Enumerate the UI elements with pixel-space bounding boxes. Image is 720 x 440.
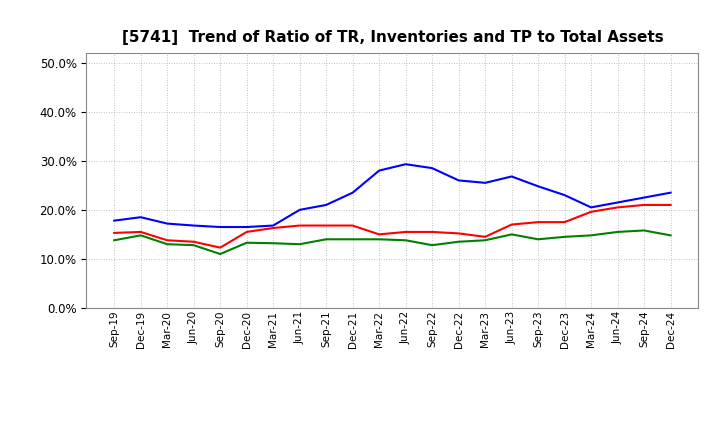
Trade Payables bbox=[295, 242, 304, 247]
Trade Payables bbox=[428, 242, 436, 248]
Inventories bbox=[666, 190, 675, 195]
Inventories bbox=[587, 205, 595, 210]
Trade Receivables bbox=[216, 245, 225, 250]
Trade Payables bbox=[375, 237, 384, 242]
Inventories bbox=[189, 223, 198, 228]
Trade Receivables bbox=[163, 238, 171, 243]
Line: Inventories: Inventories bbox=[114, 164, 670, 227]
Trade Payables bbox=[508, 232, 516, 237]
Trade Payables bbox=[613, 229, 622, 235]
Trade Payables bbox=[243, 240, 251, 246]
Inventories bbox=[269, 223, 277, 228]
Trade Receivables bbox=[269, 225, 277, 231]
Trade Payables bbox=[640, 228, 649, 233]
Inventories bbox=[243, 224, 251, 230]
Trade Payables bbox=[348, 237, 357, 242]
Trade Receivables bbox=[481, 234, 490, 239]
Inventories bbox=[640, 195, 649, 200]
Inventories bbox=[508, 174, 516, 179]
Trade Receivables bbox=[348, 223, 357, 228]
Inventories bbox=[613, 200, 622, 205]
Trade Payables bbox=[163, 242, 171, 247]
Trade Payables bbox=[269, 241, 277, 246]
Trade Payables bbox=[216, 251, 225, 257]
Inventories bbox=[401, 161, 410, 167]
Inventories bbox=[375, 168, 384, 173]
Trade Payables bbox=[401, 238, 410, 243]
Inventories bbox=[560, 192, 569, 198]
Title: [5741]  Trend of Ratio of TR, Inventories and TP to Total Assets: [5741] Trend of Ratio of TR, Inventories… bbox=[122, 29, 663, 45]
Trade Receivables bbox=[110, 230, 119, 235]
Trade Receivables bbox=[454, 231, 463, 236]
Inventories bbox=[454, 178, 463, 183]
Trade Receivables bbox=[640, 202, 649, 208]
Inventories bbox=[110, 218, 119, 223]
Inventories bbox=[216, 224, 225, 230]
Trade Receivables bbox=[613, 205, 622, 210]
Trade Receivables bbox=[560, 220, 569, 225]
Inventories bbox=[136, 215, 145, 220]
Trade Payables bbox=[322, 237, 330, 242]
Inventories bbox=[481, 180, 490, 186]
Trade Receivables bbox=[666, 202, 675, 208]
Inventories bbox=[428, 165, 436, 171]
Inventories bbox=[163, 221, 171, 226]
Trade Payables bbox=[560, 234, 569, 239]
Inventories bbox=[348, 190, 357, 195]
Inventories bbox=[295, 207, 304, 213]
Trade Receivables bbox=[295, 223, 304, 228]
Trade Receivables bbox=[534, 220, 542, 225]
Trade Payables bbox=[110, 238, 119, 243]
Trade Receivables bbox=[136, 229, 145, 235]
Inventories bbox=[534, 183, 542, 189]
Line: Trade Payables: Trade Payables bbox=[114, 231, 670, 254]
Trade Receivables bbox=[189, 239, 198, 244]
Trade Receivables bbox=[243, 229, 251, 235]
Trade Payables bbox=[189, 242, 198, 248]
Trade Payables bbox=[587, 233, 595, 238]
Trade Receivables bbox=[508, 222, 516, 227]
Trade Receivables bbox=[322, 223, 330, 228]
Trade Payables bbox=[666, 233, 675, 238]
Trade Payables bbox=[481, 238, 490, 243]
Trade Receivables bbox=[428, 229, 436, 235]
Trade Receivables bbox=[587, 209, 595, 214]
Trade Payables bbox=[454, 239, 463, 244]
Trade Payables bbox=[534, 237, 542, 242]
Trade Receivables bbox=[375, 232, 384, 237]
Inventories bbox=[322, 202, 330, 208]
Trade Receivables bbox=[401, 229, 410, 235]
Trade Payables bbox=[136, 233, 145, 238]
Line: Trade Receivables: Trade Receivables bbox=[114, 205, 670, 248]
